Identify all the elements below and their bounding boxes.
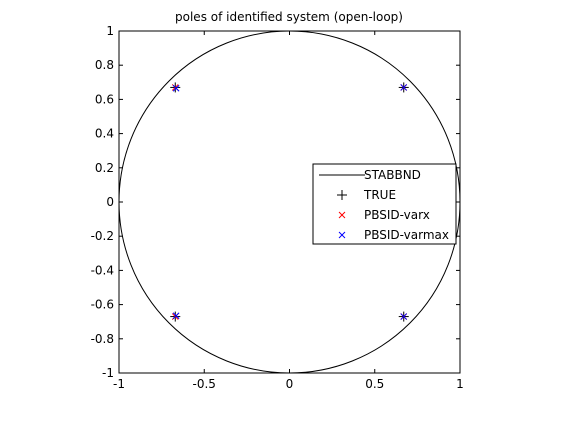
x-marker-b — [338, 231, 346, 239]
series-pbsid-varmax-point-0 — [172, 84, 180, 92]
x-tick-label: 0 — [286, 377, 294, 391]
y-tick-label: -0.6 — [91, 298, 114, 312]
x-marker-b — [172, 84, 180, 92]
series-pbsid-varmax-point-1 — [400, 84, 408, 91]
series-pbsid-varmax-point-2 — [172, 312, 180, 320]
y-tick-label: -1 — [102, 366, 114, 380]
chart-title: poles of identified system (open-loop) — [175, 10, 403, 24]
legend-swatch-pbsid-varx — [338, 211, 346, 219]
legend-label-stabbnd: STABBND — [364, 168, 421, 182]
y-tick-label: -0.8 — [91, 332, 114, 346]
axis-ticks: -1 -0.5 0 0.5 1 1 0.8 0.6 0.4 0.2 0 -0.2 -0.4 -0.6 -0.… — [91, 24, 464, 391]
legend-box — [312, 163, 457, 245]
x-tick-label: -1 — [113, 377, 125, 391]
legend: STABBND TRUE PBSID-varx PBSID-varmax — [312, 163, 457, 245]
y-tick-label: 0.4 — [95, 127, 114, 141]
legend-swatch-pbsid-varmax — [338, 231, 346, 239]
x-marker-b — [172, 312, 180, 320]
x-marker-b — [400, 313, 408, 320]
legend-label-true: TRUE — [363, 188, 396, 202]
x-marker-b — [338, 211, 346, 219]
legend-label-pbsid-varx: PBSID-varx — [364, 208, 430, 222]
x-marker-b — [400, 84, 408, 91]
y-tick-label: -0.4 — [91, 263, 114, 277]
y-tick-label: -0.2 — [91, 229, 114, 243]
y-tick-label: 0.6 — [95, 92, 114, 106]
y-tick-label: 0 — [106, 195, 114, 209]
x-tick-label: -0.5 — [193, 377, 216, 391]
y-tick-label: 0.8 — [95, 58, 114, 72]
legend-label-pbsid-varmax: PBSID-varmax — [364, 228, 449, 242]
y-tick-label: 1 — [106, 24, 114, 38]
y-tick-label: 0.2 — [95, 161, 114, 175]
legend-swatch-true — [337, 190, 347, 200]
x-tick-label: 0.5 — [365, 377, 384, 391]
series-pbsid-varmax-point-3 — [400, 313, 408, 320]
x-tick-label: 1 — [456, 377, 464, 391]
